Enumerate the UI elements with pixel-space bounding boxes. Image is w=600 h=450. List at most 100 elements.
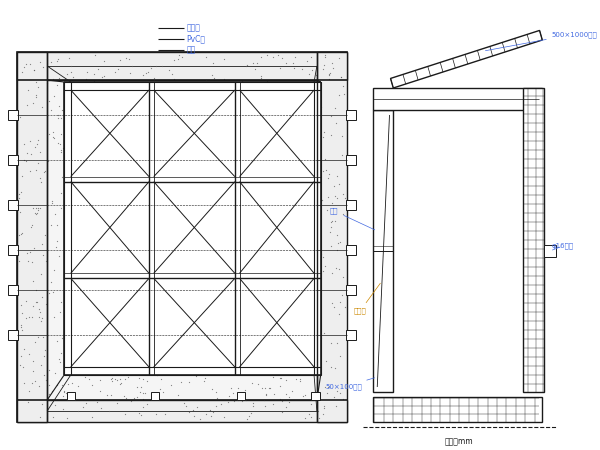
Point: [61, 76, 70, 83]
Point: [52, 221, 62, 229]
Point: [277, 409, 286, 416]
Point: [40, 372, 49, 379]
Point: [37, 103, 47, 110]
Point: [58, 173, 67, 180]
Point: [138, 395, 148, 402]
Point: [55, 356, 64, 363]
Point: [316, 334, 326, 342]
Point: [152, 372, 161, 379]
Point: [142, 69, 151, 76]
Point: [16, 208, 25, 215]
Point: [22, 101, 32, 108]
Point: [61, 292, 70, 299]
Text: 边管: 边管: [330, 208, 375, 230]
Point: [38, 63, 47, 71]
Point: [331, 403, 341, 410]
Point: [268, 54, 278, 61]
Point: [179, 399, 189, 406]
Point: [14, 231, 24, 238]
Point: [66, 68, 76, 75]
Point: [208, 367, 218, 374]
Point: [89, 70, 99, 77]
Point: [268, 374, 277, 381]
Point: [315, 313, 325, 320]
Point: [138, 375, 148, 382]
Point: [312, 262, 322, 270]
Point: [139, 389, 148, 396]
Point: [319, 402, 329, 409]
Point: [337, 151, 347, 158]
Point: [314, 334, 323, 341]
Point: [192, 404, 202, 411]
Point: [328, 299, 337, 306]
Point: [290, 64, 299, 72]
Point: [300, 391, 310, 398]
Point: [56, 350, 65, 357]
Point: [16, 231, 26, 238]
Point: [41, 301, 51, 308]
Point: [332, 247, 341, 254]
Point: [51, 243, 61, 251]
Point: [55, 102, 64, 109]
Point: [59, 387, 68, 395]
Point: [52, 58, 62, 65]
Bar: [373, 397, 542, 422]
Point: [40, 232, 50, 239]
Point: [80, 374, 89, 381]
Point: [340, 90, 349, 98]
Point: [320, 53, 329, 60]
Point: [26, 61, 35, 68]
Point: [145, 62, 155, 69]
Point: [315, 80, 325, 87]
Point: [306, 400, 316, 408]
Point: [73, 383, 83, 390]
Point: [31, 94, 40, 101]
Point: [127, 62, 136, 69]
Point: [216, 400, 226, 408]
Point: [178, 53, 187, 60]
Point: [14, 191, 24, 198]
Point: [326, 339, 335, 346]
Point: [25, 313, 34, 320]
Point: [208, 409, 218, 416]
Point: [121, 394, 131, 401]
Point: [320, 156, 329, 163]
Point: [206, 412, 215, 419]
Point: [24, 387, 34, 395]
Point: [281, 404, 291, 411]
Point: [291, 375, 301, 382]
Point: [110, 375, 119, 382]
Point: [189, 412, 199, 419]
Point: [153, 395, 163, 402]
Point: [263, 368, 273, 375]
Bar: [64, 82, 320, 375]
Point: [142, 400, 152, 407]
Point: [34, 159, 43, 166]
Point: [268, 400, 278, 407]
Point: [137, 411, 146, 418]
Point: [43, 247, 52, 254]
Point: [22, 158, 31, 165]
Point: [37, 240, 46, 248]
Point: [44, 381, 54, 388]
Point: [170, 56, 179, 63]
Bar: [544, 245, 556, 257]
Point: [31, 205, 41, 212]
Point: [323, 194, 332, 201]
Point: [42, 79, 52, 86]
Bar: [346, 110, 356, 120]
Point: [16, 323, 26, 330]
Point: [124, 374, 133, 381]
Point: [89, 77, 98, 85]
Point: [16, 114, 25, 121]
Point: [335, 299, 345, 306]
Point: [244, 413, 254, 420]
Point: [152, 371, 162, 378]
Point: [191, 369, 201, 376]
Point: [29, 357, 38, 364]
Point: [56, 148, 65, 156]
Point: [315, 190, 325, 197]
Point: [61, 276, 71, 283]
Point: [35, 305, 44, 312]
Point: [49, 414, 58, 421]
